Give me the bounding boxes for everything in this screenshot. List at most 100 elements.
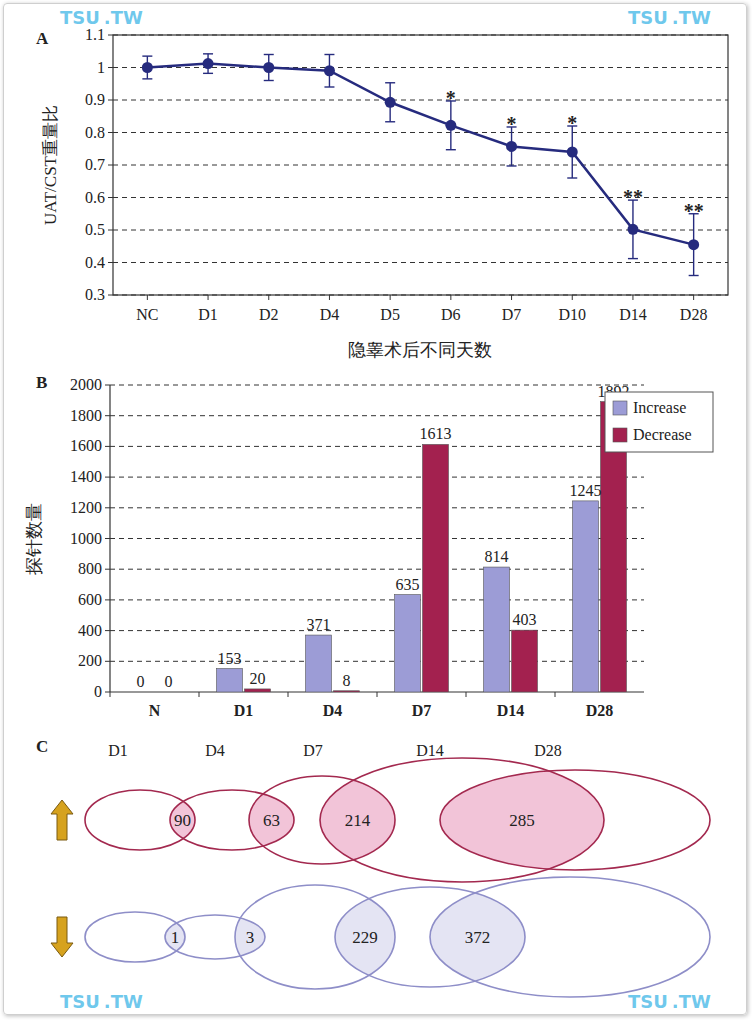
venn-row: 13229372 <box>85 877 710 997</box>
overlap <box>430 877 710 997</box>
grid-line <box>110 477 644 478</box>
error-cap <box>385 82 395 83</box>
grid-line <box>113 132 728 133</box>
error-bar <box>628 200 638 259</box>
set-ellipse <box>85 912 185 962</box>
tick <box>105 569 110 570</box>
tick-label: D2 <box>259 306 279 323</box>
overlap-count: 63 <box>263 811 280 830</box>
axis-title: UAT/CST重量比 <box>41 105 60 225</box>
set-label: D1 <box>108 742 128 759</box>
error-cap <box>446 149 456 150</box>
tick-label: D7 <box>502 306 522 323</box>
set-ellipse <box>165 915 265 959</box>
grid-line <box>110 415 644 416</box>
canvas: A0.30.40.50.60.70.80.911.1NCD1D2D4D5D6D7… <box>0 0 752 1020</box>
tick-label: 600 <box>78 591 102 608</box>
error-cap <box>507 165 517 166</box>
venn-row: 9063214285 <box>85 758 710 882</box>
bar <box>217 669 243 692</box>
error-cap <box>203 73 213 74</box>
overlap-count: 285 <box>509 811 535 830</box>
tick <box>632 295 633 300</box>
set-label: D28 <box>534 742 562 759</box>
overlap-count: 1 <box>171 928 180 947</box>
watermark: TSU.TW <box>628 991 711 1012</box>
tick-label: 800 <box>78 560 102 577</box>
point <box>263 62 274 73</box>
tick-label: 0.9 <box>85 91 105 108</box>
tick-label: D28 <box>680 306 708 323</box>
legend-box <box>605 392 713 452</box>
data-label: 403 <box>513 611 537 628</box>
tick <box>105 661 110 662</box>
tick <box>108 35 113 36</box>
tick <box>105 538 110 539</box>
error-cap <box>324 54 334 55</box>
data-label: 1245 <box>570 482 602 499</box>
bar <box>512 630 538 692</box>
tick-label: 400 <box>78 622 102 639</box>
axes-b: 0200400600800100012001400160018002000ND1… <box>24 376 644 719</box>
tick <box>329 295 330 300</box>
overlap <box>440 770 710 870</box>
tick <box>105 630 110 631</box>
grid-line <box>113 262 728 263</box>
tick-label: D4 <box>320 306 340 323</box>
point <box>445 120 456 131</box>
data-label: 153 <box>218 650 242 667</box>
error-cap <box>142 78 152 79</box>
tick-label: D10 <box>558 306 586 323</box>
tick-label: NC <box>136 306 158 323</box>
significance: ** <box>684 200 704 222</box>
tick <box>572 295 573 300</box>
tick-label: D1 <box>198 306 218 323</box>
point <box>142 62 153 73</box>
tick <box>105 692 110 693</box>
bar <box>306 635 332 692</box>
grid-line <box>113 100 728 101</box>
point <box>385 97 396 108</box>
overlap <box>165 915 265 959</box>
grid-line <box>110 385 644 386</box>
data-a <box>142 54 699 276</box>
point <box>324 65 335 76</box>
tick-label: 2000 <box>70 376 102 393</box>
error-cap <box>689 275 699 276</box>
legend-swatch <box>613 428 627 442</box>
error-cap <box>567 177 577 178</box>
tick <box>208 295 209 300</box>
bar <box>245 689 271 692</box>
tick-label: D14 <box>619 306 647 323</box>
grid-line <box>110 446 644 447</box>
tick <box>555 692 556 697</box>
tick <box>511 295 512 300</box>
error-bar <box>142 56 152 79</box>
tick <box>268 295 269 300</box>
significance: * <box>507 113 517 135</box>
error-bar <box>324 55 334 88</box>
tick <box>108 197 113 198</box>
set-ellipse <box>235 885 395 989</box>
tick-label: 1400 <box>70 468 102 485</box>
y-axis <box>109 385 110 692</box>
border <box>3 3 747 1015</box>
legend-swatch <box>613 401 627 415</box>
bar <box>156 692 182 693</box>
watermark-text: .TW <box>104 991 143 1012</box>
tick <box>390 295 391 300</box>
set-ellipse <box>440 770 710 870</box>
tick <box>108 230 113 231</box>
tick <box>110 692 111 697</box>
axis-title: 隐睾术后不同天数 <box>348 340 492 360</box>
tick-label: D28 <box>586 702 614 719</box>
tick <box>450 295 451 300</box>
tick <box>108 67 113 68</box>
grid-line <box>110 630 644 631</box>
data-label: 371 <box>307 616 331 633</box>
error-bar <box>689 214 699 276</box>
error-bar <box>385 83 395 122</box>
set-label: D4 <box>205 742 225 759</box>
error-cap <box>324 86 334 87</box>
data-label: 1613 <box>420 425 452 442</box>
